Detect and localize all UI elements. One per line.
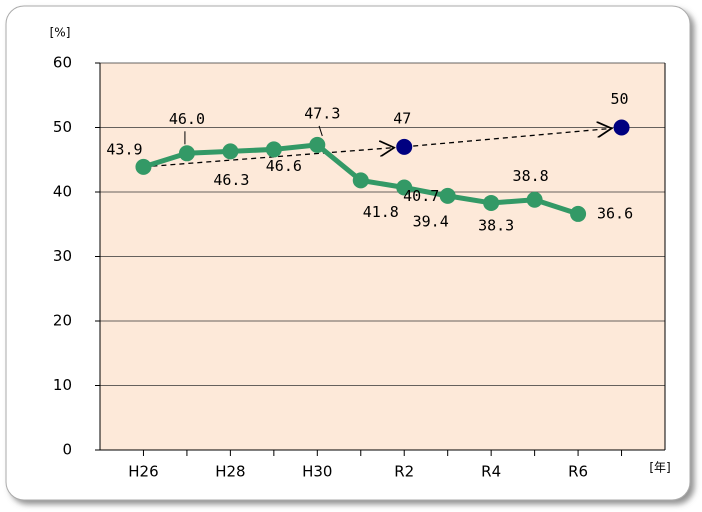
x-tick-label: R4	[481, 463, 501, 481]
leader-line	[318, 125, 323, 137]
x-tick-label: H30	[302, 463, 332, 481]
y-tick-label: 50	[53, 118, 72, 136]
y-tick-label: 40	[53, 183, 72, 201]
data-point	[135, 158, 152, 175]
x-tick-label: H28	[215, 463, 245, 481]
data-point	[309, 136, 326, 153]
data-label: 50	[611, 90, 629, 108]
data-point	[570, 205, 587, 222]
data-point	[483, 194, 500, 211]
y-tick-label: 60	[53, 54, 72, 72]
data-point	[613, 119, 630, 136]
x-tick-label: R2	[394, 463, 414, 481]
data-label: 36.6	[597, 204, 633, 222]
y-axis-label: [%]	[50, 26, 71, 40]
data-point	[178, 145, 195, 162]
data-label: 38.3	[478, 216, 514, 234]
target-arrow	[404, 128, 611, 148]
data-label: 47.3	[304, 104, 340, 122]
data-label: 47	[393, 109, 411, 127]
x-tick-label: R6	[568, 463, 588, 481]
data-label: 46.6	[266, 157, 302, 175]
data-label: 46.0	[169, 110, 205, 128]
data-label: 39.4	[413, 212, 449, 230]
data-label: 43.9	[106, 140, 142, 158]
data-point	[222, 143, 239, 160]
data-point	[396, 179, 413, 196]
data-point	[352, 172, 369, 189]
data-point	[526, 191, 543, 208]
data-point	[396, 138, 413, 155]
y-tick-label: 30	[53, 247, 72, 265]
data-label: 46.3	[213, 171, 249, 189]
x-axis-label: [年]	[649, 461, 670, 475]
data-label: 41.8	[363, 203, 399, 221]
data-point	[439, 187, 456, 204]
data-label: 38.8	[513, 167, 549, 185]
y-tick-label: 20	[53, 312, 72, 330]
target-arrow	[143, 148, 394, 168]
data-label: 40.7	[403, 187, 439, 205]
y-tick-label: 10	[53, 376, 72, 394]
y-tick-label: 0	[62, 441, 72, 459]
x-tick-label: H26	[128, 463, 158, 481]
data-point	[265, 141, 282, 158]
